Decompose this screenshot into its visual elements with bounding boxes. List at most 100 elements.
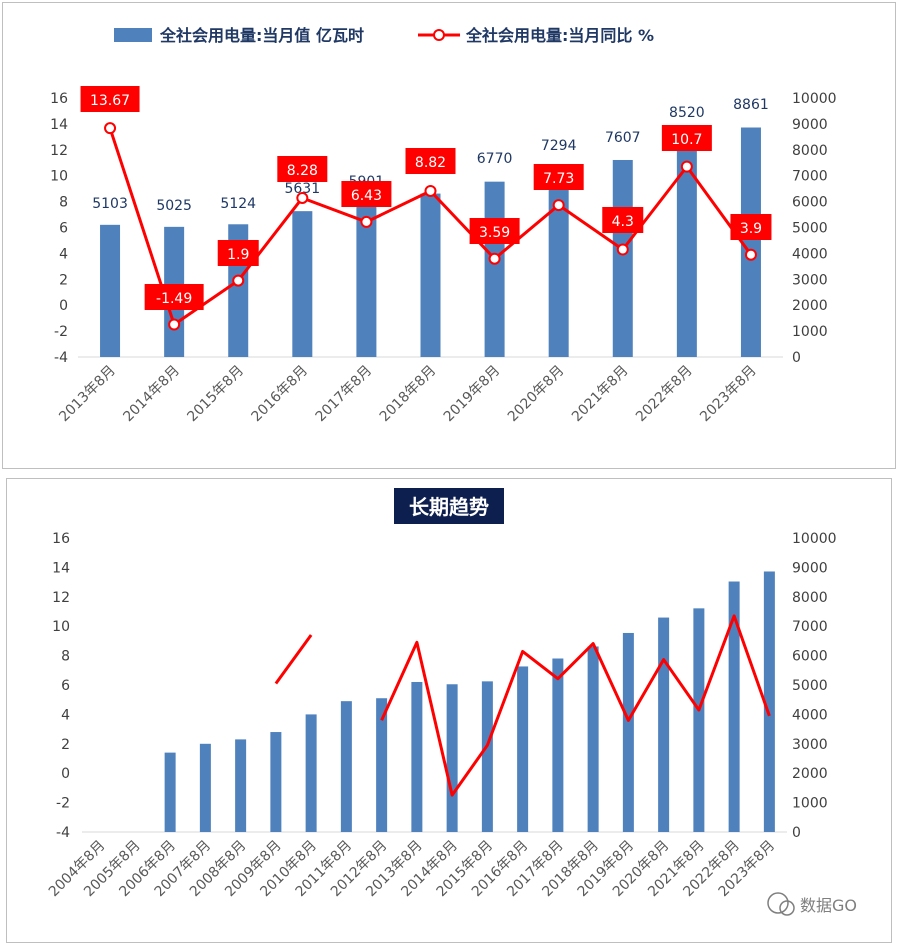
line-data-label: 4.3 bbox=[612, 214, 634, 230]
bar bbox=[740, 127, 761, 358]
x-tick-label: 2022年8月 bbox=[633, 363, 696, 426]
bar-data-label: 5631 bbox=[284, 181, 320, 197]
y-left-tick-label: -4 bbox=[54, 350, 68, 366]
bar bbox=[658, 617, 670, 832]
y-right-tick-label: 1000 bbox=[792, 324, 828, 340]
bar bbox=[270, 732, 282, 832]
bar-data-label: 5124 bbox=[220, 196, 256, 212]
legend-bar-swatch bbox=[114, 28, 152, 42]
line-label-box bbox=[730, 214, 772, 240]
bottom-title-bg bbox=[394, 488, 504, 524]
y-right-tick-label: 1000 bbox=[792, 796, 828, 812]
bar-data-label: 6770 bbox=[477, 151, 513, 167]
line-marker bbox=[232, 274, 245, 287]
bottom-title-box: 长期趋势 bbox=[394, 488, 504, 524]
y-right-tick-label: 4000 bbox=[792, 707, 828, 723]
y-right-tick-label: 8000 bbox=[792, 143, 828, 159]
bar bbox=[235, 739, 247, 832]
line-label-box bbox=[277, 156, 328, 182]
y-right-tick-label: 5000 bbox=[792, 678, 828, 694]
line-series bbox=[380, 614, 771, 797]
x-tick-label: 2017年8月 bbox=[313, 363, 376, 426]
line-marker bbox=[616, 243, 629, 256]
line-label-box bbox=[533, 164, 584, 190]
line-data-label: 10.7 bbox=[671, 132, 702, 148]
top-chart: 1614121086420-2-410000900080007000600050… bbox=[50, 86, 837, 426]
y-right-tick-label: 0 bbox=[792, 825, 801, 841]
bar bbox=[612, 159, 633, 357]
bar bbox=[356, 204, 377, 357]
bar bbox=[676, 136, 697, 357]
x-tick-label: 2015年8月 bbox=[184, 363, 247, 426]
bar-data-label: 8861 bbox=[733, 97, 769, 113]
line-label-box bbox=[469, 218, 520, 244]
y-left-tick-label: 6 bbox=[61, 678, 70, 694]
bar-data-label: 8520 bbox=[669, 105, 705, 121]
y-right-tick-label: 2000 bbox=[792, 298, 828, 314]
bar bbox=[481, 681, 493, 832]
y-left-tick-label: 12 bbox=[52, 590, 70, 606]
bottom-chart: 1614121086420-2-410000900080007000600050… bbox=[46, 531, 837, 900]
line-marker bbox=[552, 199, 565, 212]
x-tick-label: 2023年8月 bbox=[697, 363, 760, 426]
y-left-tick-label: 12 bbox=[50, 143, 68, 159]
y-right-tick-label: 6000 bbox=[792, 649, 828, 665]
y-left-tick-label: 8 bbox=[59, 195, 68, 211]
line-label-box bbox=[405, 148, 456, 174]
line-marker bbox=[680, 160, 693, 173]
line-label-box bbox=[80, 86, 140, 112]
y-right-tick-label: 3000 bbox=[792, 737, 828, 753]
y-left-tick-label: 4 bbox=[59, 246, 68, 262]
line-label-box bbox=[661, 125, 712, 151]
line-marker bbox=[360, 215, 373, 228]
line-marker bbox=[168, 318, 181, 331]
bar bbox=[420, 193, 441, 357]
legend-line-marker bbox=[433, 29, 445, 41]
y-right-tick-label: 0 bbox=[792, 350, 801, 366]
bar bbox=[693, 608, 705, 832]
y-right-tick-label: 10000 bbox=[792, 531, 837, 547]
line-data-label: 13.67 bbox=[90, 93, 130, 109]
bottom-chart-title: 长期趋势 bbox=[409, 495, 489, 519]
bar bbox=[622, 632, 634, 832]
y-left-tick-label: -2 bbox=[56, 796, 70, 812]
bar bbox=[517, 666, 529, 832]
x-tick-label: 2013年8月 bbox=[56, 363, 119, 426]
y-right-tick-label: 10000 bbox=[792, 91, 837, 107]
line-data-label: 8.82 bbox=[415, 155, 446, 171]
line-data-label: 7.73 bbox=[543, 171, 574, 187]
bar-data-label: 5103 bbox=[92, 196, 128, 212]
line-label-box bbox=[144, 284, 204, 310]
bar bbox=[728, 581, 740, 832]
line-series bbox=[274, 634, 313, 685]
x-tick-label: 2020年8月 bbox=[505, 363, 568, 426]
y-left-tick-label: -4 bbox=[56, 825, 70, 841]
x-tick-label: 2016年8月 bbox=[249, 363, 312, 426]
line-data-label: 3.59 bbox=[479, 225, 510, 241]
bar-data-label: 5025 bbox=[156, 198, 192, 214]
line-marker bbox=[744, 248, 757, 261]
bar bbox=[376, 698, 388, 832]
watermark-text: 数据GO bbox=[800, 896, 857, 915]
bar bbox=[446, 684, 458, 832]
y-right-tick-label: 5000 bbox=[792, 221, 828, 237]
bar bbox=[292, 211, 313, 357]
top-legend: 全社会用电量:当月值 亿瓦时 全社会用电量:当月同比 % bbox=[114, 26, 654, 45]
wechat-icon bbox=[767, 892, 789, 914]
y-left-tick-label: 14 bbox=[50, 117, 68, 133]
x-tick-label: 2019年8月 bbox=[441, 363, 504, 426]
bar bbox=[100, 224, 121, 357]
y-right-tick-label: 6000 bbox=[792, 195, 828, 211]
y-left-tick-label: 6 bbox=[59, 221, 68, 237]
y-left-tick-label: 16 bbox=[52, 531, 70, 547]
y-right-tick-label: 9000 bbox=[792, 117, 828, 133]
bar-data-label: 7294 bbox=[541, 138, 577, 154]
bar bbox=[763, 571, 775, 832]
y-right-tick-label: 2000 bbox=[792, 766, 828, 782]
y-left-tick-label: 2 bbox=[59, 272, 68, 288]
watermark: 数据GO bbox=[767, 892, 857, 916]
line-data-label: 1.9 bbox=[227, 247, 249, 263]
bar-data-label: 7607 bbox=[605, 130, 641, 146]
y-left-tick-label: 10 bbox=[52, 619, 70, 635]
bar bbox=[164, 752, 176, 832]
